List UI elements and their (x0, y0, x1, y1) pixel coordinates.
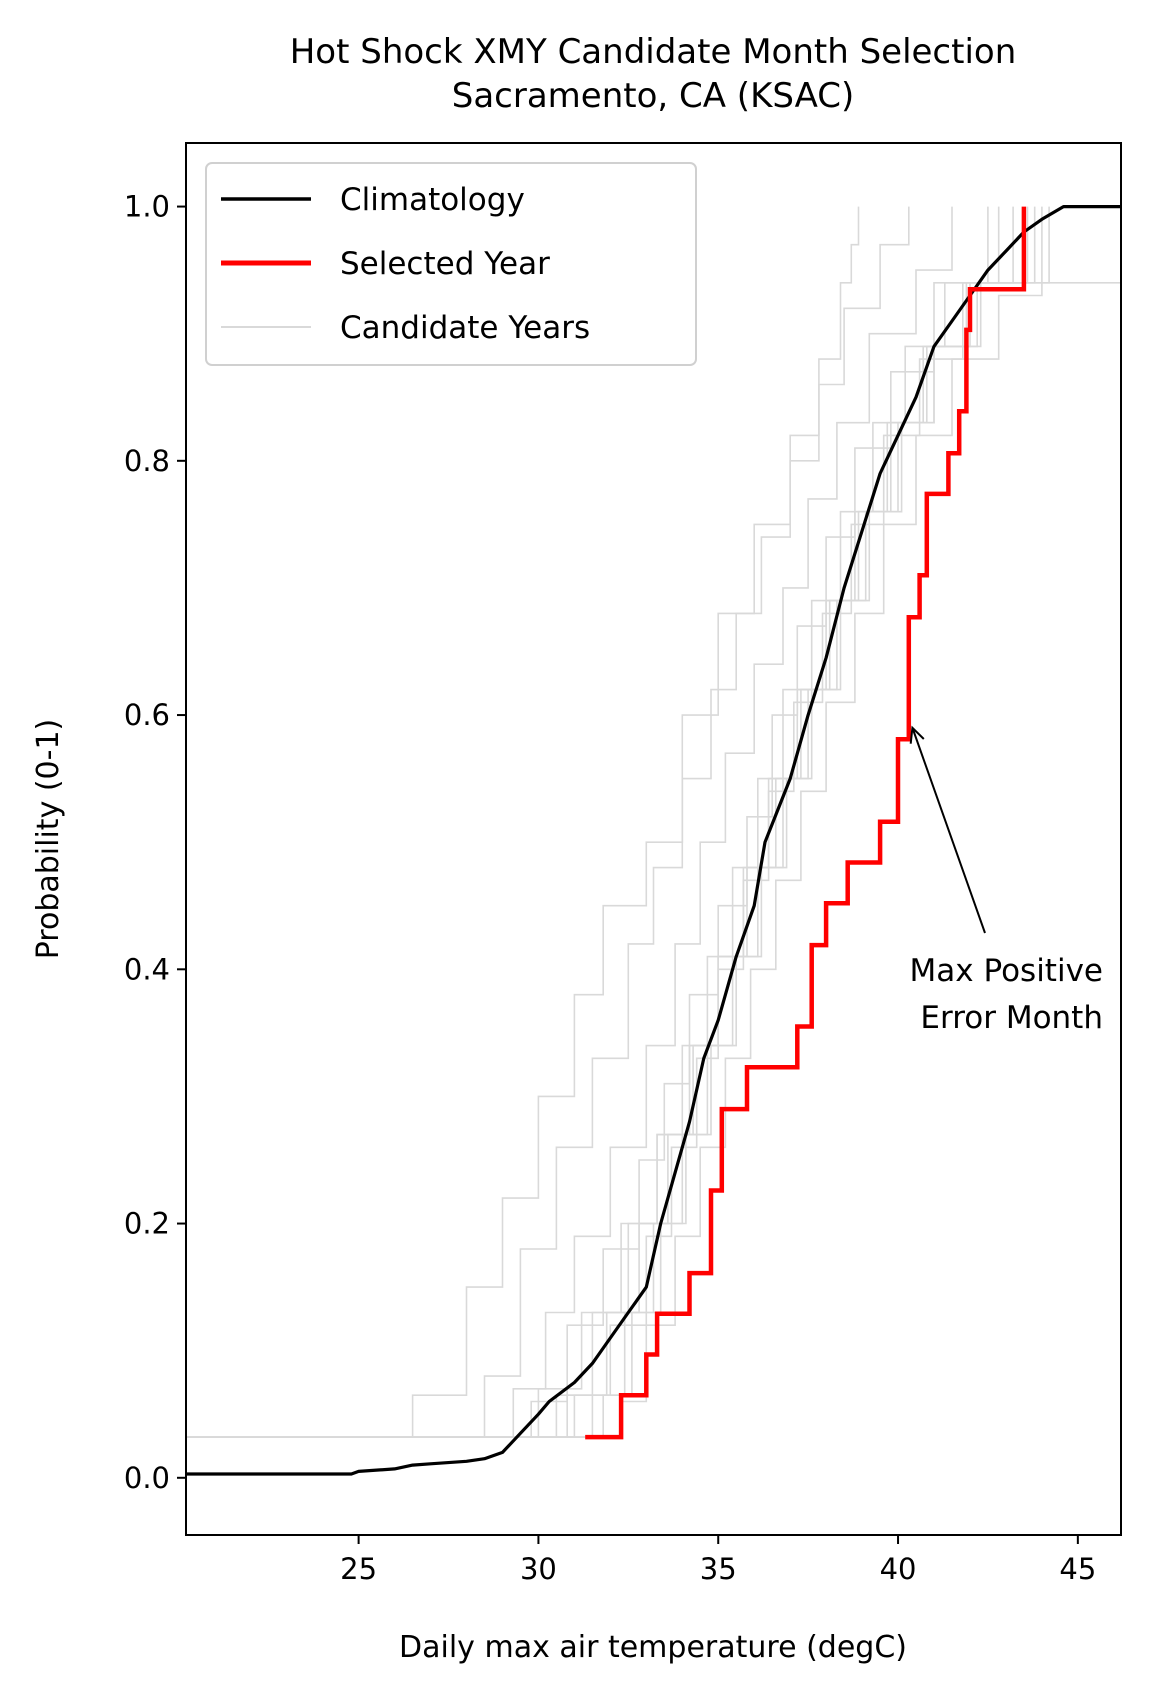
legend-climatology-label: Climatology (340, 182, 525, 218)
plot-frame (185, 142, 1122, 1536)
annotation: Max Positive Error Month (909, 725, 1103, 1036)
chart-title: Hot Shock XMY Candidate Month Selection (290, 32, 1017, 72)
y-tick-label: 0.2 (124, 1207, 170, 1241)
candidate-year-line-8 (186, 206, 1043, 1438)
y-tick-label: 0.8 (124, 444, 170, 478)
selected-year-line (585, 206, 1027, 1440)
annotation-text-line2: Error Month (920, 1000, 1103, 1036)
x-tick-label: 30 (520, 1552, 557, 1586)
x-tick-label: 35 (700, 1552, 737, 1586)
y-tick-label: 0.4 (124, 952, 170, 986)
x-axis-ticks: 25 30 35 40 45 (340, 1535, 1096, 1586)
y-tick-label: 0.6 (124, 698, 170, 732)
candidate-year-line-3 (186, 206, 953, 1438)
y-axis-ticks: 0.0 0.2 0.4 0.6 0.8 1.0 (124, 190, 186, 1495)
x-tick-label: 25 (340, 1552, 377, 1586)
annotation-arrowhead (909, 725, 925, 744)
selected-year-line-group (585, 206, 1027, 1440)
candidate-year-line-11 (186, 206, 1050, 1438)
candidate-years-lines (186, 206, 1121, 1438)
annotation-arrow (911, 727, 986, 934)
annotation-text-line1: Max Positive (910, 953, 1103, 989)
x-tick-label: 40 (880, 1552, 917, 1586)
legend-candidates-label: Candidate Years (340, 310, 590, 346)
y-axis-label: Probability (0-1) (31, 719, 66, 960)
y-tick-label: 0.0 (124, 1461, 170, 1495)
x-tick-label: 45 (1059, 1552, 1096, 1586)
y-tick-label: 1.0 (124, 190, 170, 224)
x-axis-label: Daily max air temperature (degC) (399, 1630, 907, 1665)
legend: Climatology Selected Year Candidate Year… (205, 162, 697, 366)
legend-selected-label: Selected Year (340, 246, 550, 282)
candidate-year-line-2 (186, 206, 910, 1438)
chart-subtitle: Sacramento, CA (KSAC) (452, 76, 855, 116)
legend-box (205, 162, 697, 366)
